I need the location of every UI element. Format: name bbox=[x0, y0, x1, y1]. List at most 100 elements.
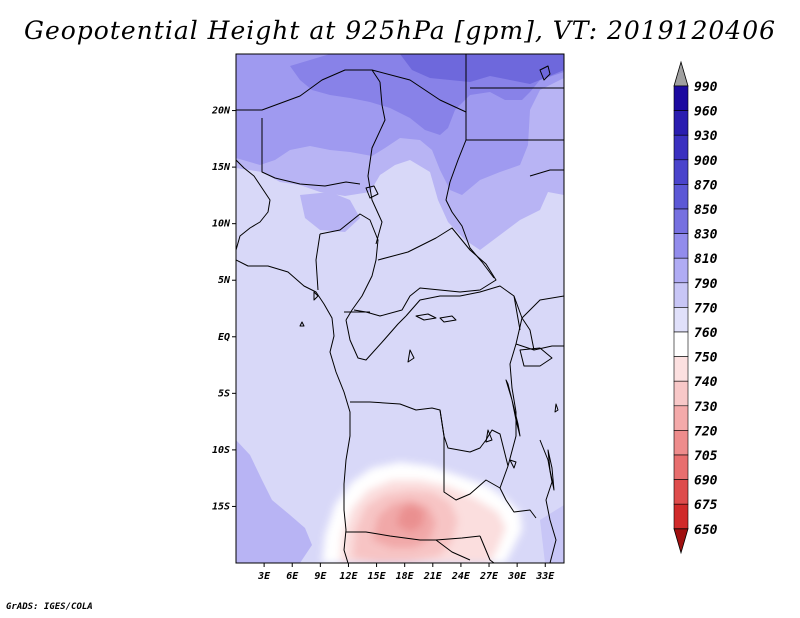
colorbar-swatch bbox=[673, 159, 689, 185]
lon-tick-label: 21E bbox=[423, 571, 443, 582]
lon-tick-label: 30E bbox=[507, 571, 527, 582]
colorbar-swatch bbox=[673, 184, 689, 210]
colorbar-swatch bbox=[673, 430, 689, 456]
lat-tick-label: 20N bbox=[211, 106, 231, 117]
colorbar-swatch bbox=[673, 356, 689, 382]
lat-tick-label: 10N bbox=[212, 219, 231, 230]
colorbar-label: 770 bbox=[694, 301, 718, 316]
colorbar-swatch bbox=[673, 307, 689, 333]
small-lake-1 bbox=[415, 313, 437, 321]
lon-tick-label: 33E bbox=[535, 571, 555, 582]
colorbar-swatch bbox=[673, 208, 689, 234]
colorbar-label: 675 bbox=[694, 498, 718, 513]
colorbar-label: 960 bbox=[694, 105, 718, 120]
contour-720-south bbox=[396, 504, 424, 532]
malawi-moz-border bbox=[539, 439, 557, 563]
colorbar-swatch bbox=[673, 233, 689, 259]
contour-870-northeast bbox=[400, 54, 564, 84]
lon-tick-label: 24E bbox=[451, 571, 471, 582]
lon-tick-label: 6E bbox=[286, 571, 299, 582]
colorbar-label: 790 bbox=[694, 277, 718, 292]
map-frame bbox=[235, 53, 565, 564]
lake-tanganyika bbox=[505, 379, 521, 437]
island-zanzibar bbox=[554, 403, 559, 413]
colorbar-label: 850 bbox=[694, 203, 718, 218]
small-lake-3 bbox=[407, 349, 415, 363]
colorbar-top-arrow bbox=[673, 60, 689, 87]
niger-chad-border bbox=[367, 81, 386, 245]
colorbar-swatch bbox=[673, 331, 689, 357]
colorbar-label: 900 bbox=[694, 154, 718, 169]
sudan-east bbox=[466, 139, 564, 177]
island-bioko bbox=[313, 291, 319, 301]
nigeria-cameroon-border bbox=[319, 213, 379, 321]
colorbar-label: 720 bbox=[694, 424, 718, 439]
contour-810-west-blob bbox=[300, 192, 360, 232]
kenya-uganda-border bbox=[513, 295, 535, 351]
west-africa-coast bbox=[236, 159, 351, 563]
latitude-axis: 20N 15N 10N 5N EQ 5S 10S 15S bbox=[211, 106, 236, 512]
small-lake-5 bbox=[509, 459, 517, 469]
angola-namibia-border bbox=[346, 531, 481, 541]
drc-angola-border bbox=[350, 401, 509, 467]
nigeria-west-border bbox=[315, 233, 321, 291]
colorbar-label: 650 bbox=[694, 523, 718, 538]
country-borders bbox=[236, 54, 564, 563]
colorbar-swatch bbox=[673, 405, 689, 431]
mali-niger-border bbox=[261, 118, 361, 187]
zambia-south-border bbox=[439, 409, 501, 501]
lon-tick-label: 12E bbox=[339, 571, 358, 582]
map-area bbox=[236, 54, 564, 563]
lon-tick-label: 18E bbox=[396, 571, 415, 582]
congo-border bbox=[344, 311, 407, 361]
colorbar-label: 690 bbox=[694, 474, 718, 489]
small-lake-4 bbox=[485, 429, 493, 443]
colorbar-label: 760 bbox=[694, 326, 718, 341]
colorbar-label: 990 bbox=[694, 80, 718, 95]
sinai bbox=[539, 65, 551, 81]
colorbar-label: 705 bbox=[694, 449, 718, 464]
colorbar-swatch bbox=[673, 85, 689, 111]
drc-border bbox=[405, 285, 537, 519]
tanzania-border bbox=[515, 295, 564, 351]
map-title: Geopotential Height at 925hPa [gpm], VT:… bbox=[23, 16, 777, 45]
lat-tick-label: EQ bbox=[218, 332, 230, 343]
colorbar-swatch bbox=[673, 454, 689, 480]
colorbar-swatch bbox=[673, 503, 689, 530]
longitude-axis: 3E 6E 9E 12E 15E 18E 21E 24E 27E 30E 33E bbox=[257, 563, 555, 582]
lake-chad bbox=[365, 185, 379, 199]
colorbar-label: 830 bbox=[694, 228, 718, 243]
colorbar-swatch bbox=[673, 134, 689, 161]
colorbar-swatch bbox=[673, 479, 689, 505]
lon-tick-label: 27E bbox=[479, 571, 499, 582]
lon-tick-label: 15E bbox=[368, 571, 387, 582]
colorbar-label: 730 bbox=[694, 400, 718, 415]
lon-tick-label: 9E bbox=[314, 571, 327, 582]
lat-tick-label: 10S bbox=[212, 445, 230, 456]
colorbar-label: 740 bbox=[694, 375, 718, 390]
lat-tick-label: 15N bbox=[212, 162, 231, 173]
colorbar: 990 960 930 900 870 850 830 810 790 770 760 750 740 7… bbox=[673, 60, 718, 555]
lake-malawi bbox=[547, 449, 555, 491]
height-field-shading bbox=[236, 54, 564, 563]
lat-tick-label: 5S bbox=[218, 388, 230, 399]
contour-790-southwest bbox=[236, 440, 312, 563]
lake-victoria bbox=[519, 347, 553, 367]
colorbar-label: 810 bbox=[694, 252, 718, 267]
zimbabwe-border bbox=[435, 535, 495, 563]
lat-tick-label: 15S bbox=[212, 501, 230, 512]
car-border bbox=[353, 227, 497, 317]
colorbar-label: 870 bbox=[694, 178, 718, 193]
contour-790-southeast bbox=[540, 505, 564, 563]
colorbar-swatch bbox=[673, 257, 689, 284]
colorbar-swatch bbox=[673, 380, 689, 407]
island-sao-tome bbox=[299, 321, 305, 327]
lat-tick-label: 5N bbox=[218, 275, 231, 286]
libya-egypt-border bbox=[371, 54, 564, 113]
colorbar-label: 930 bbox=[694, 129, 718, 144]
grads-credit: GrADS: IGES/COLA bbox=[6, 602, 93, 612]
colorbar-bottom-arrow bbox=[673, 528, 689, 555]
colorbar-label: 750 bbox=[694, 351, 718, 366]
colorbar-swatch bbox=[673, 110, 689, 136]
